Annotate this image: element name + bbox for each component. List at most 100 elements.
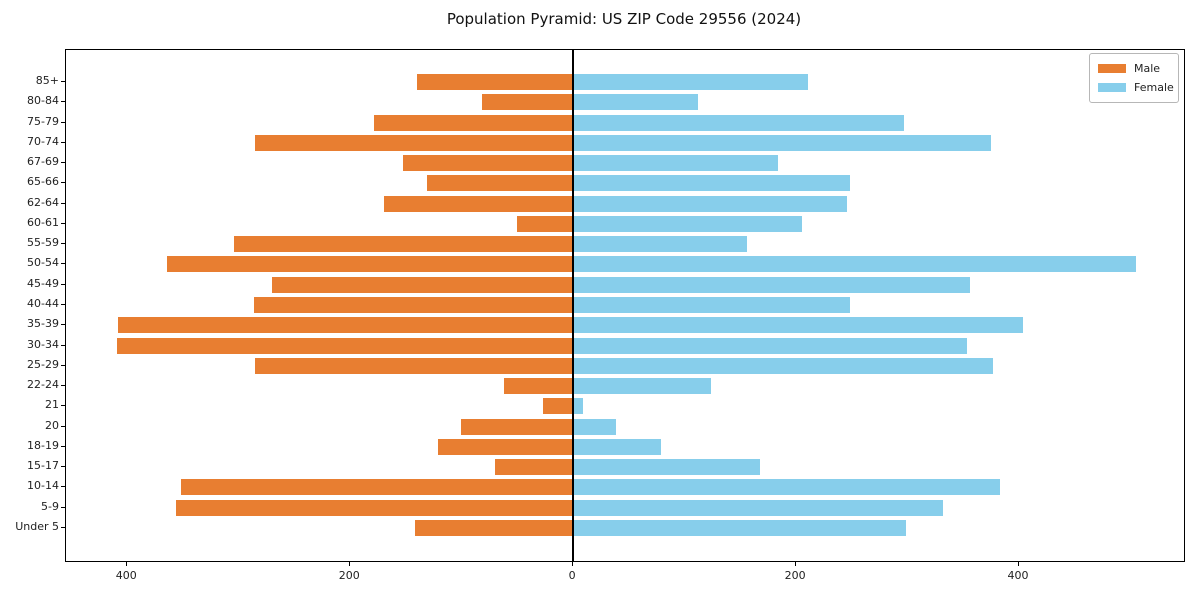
x-tick-label-0: 0 [568, 569, 576, 582]
female-bar-65-66 [573, 175, 850, 192]
y-tick-mark [61, 506, 65, 508]
male-bar-25-29 [255, 357, 574, 374]
y-tick-mark [61, 385, 65, 387]
x-tick-mark [572, 562, 574, 566]
plot-area [65, 49, 1185, 562]
female-bar-55-59 [573, 236, 748, 253]
male-bar-30-34 [117, 337, 574, 354]
legend-label-male: Male [1134, 62, 1161, 75]
y-tick-mark [61, 324, 65, 326]
y-tick-mark [61, 445, 65, 447]
male-bar-85+ [417, 74, 574, 90]
y-tick-mark [61, 222, 65, 224]
y-tick-label-70-74: 70-74 [27, 134, 59, 148]
y-tick-label-15-17: 15-17 [27, 459, 59, 473]
male-swatch-icon [1098, 64, 1126, 73]
male-bar-20 [460, 418, 574, 435]
male-bar-70-74 [255, 134, 574, 151]
y-tick-mark [61, 364, 65, 366]
y-tick-label-80-84: 80-84 [27, 94, 59, 108]
male-bar-35-39 [118, 317, 574, 334]
y-tick-label-75-79: 75-79 [27, 114, 59, 128]
x-tick-mark [795, 562, 797, 566]
y-tick-label-55-59: 55-59 [27, 236, 59, 250]
female-bar-20 [573, 418, 616, 435]
y-tick-label-60-61: 60-61 [27, 215, 59, 229]
female-bar-25-29 [573, 357, 994, 374]
female-bar-22-24 [573, 378, 712, 395]
y-tick-mark [61, 283, 65, 285]
y-tick-label-40-44: 40-44 [27, 297, 59, 310]
female-bar-85+ [573, 74, 809, 90]
female-bar-21 [573, 398, 584, 415]
y-tick-mark [61, 425, 65, 427]
y-tick-label-10-14: 10-14 [27, 479, 59, 493]
y-tick-label-18-19: 18-19 [27, 438, 59, 452]
male-bar-5-9 [176, 499, 574, 516]
y-tick-label-35-39: 35-39 [27, 317, 59, 331]
male-bar-60-61 [517, 215, 574, 232]
y-tick-mark [61, 121, 65, 123]
legend: Male Female [1089, 53, 1179, 103]
y-tick-mark [61, 263, 65, 265]
female-bar-15-17 [573, 459, 761, 476]
x-tick-label-400: 400 [1007, 569, 1029, 582]
x-tick-mark [126, 562, 128, 566]
x-tick-mark [349, 562, 351, 566]
y-tick-mark [61, 527, 65, 528]
male-bar-15-17 [495, 459, 574, 476]
male-bar-55-59 [234, 236, 574, 253]
male-bar-80-84 [481, 94, 574, 111]
male-bar-22-24 [504, 378, 574, 395]
y-tick-mark [61, 101, 65, 103]
male-bar-50-54 [167, 256, 574, 273]
y-tick-label-62-64: 62-64 [27, 195, 59, 209]
y-tick-label-50-54: 50-54 [27, 256, 59, 270]
male-bar-40-44 [254, 297, 574, 313]
male-bar-67-69 [402, 155, 574, 172]
legend-item-female: Female [1098, 81, 1178, 94]
y-tick-mark [61, 202, 65, 204]
legend-label-female: Female [1134, 81, 1174, 94]
female-bar-45-49 [573, 276, 970, 293]
female-bar-40-44 [573, 297, 850, 313]
y-tick-label-30-34: 30-34 [27, 337, 59, 351]
female-bar-30-34 [573, 337, 967, 354]
male-bar-45-49 [272, 276, 574, 293]
female-bar-35-39 [573, 317, 1024, 334]
female-bar-62-64 [573, 195, 848, 212]
y-tick-mark [61, 344, 65, 346]
y-tick-mark [61, 405, 65, 407]
x-tick-mark [1018, 562, 1020, 566]
y-tick-label-65-66: 65-66 [27, 175, 59, 189]
y-tick-label-5-9: 5-9 [41, 499, 59, 513]
y-tick-mark [61, 486, 65, 488]
y-tick-label-67-69: 67-69 [27, 155, 59, 169]
male-bar-18-19 [438, 438, 574, 455]
y-tick-mark [61, 141, 65, 143]
female-bar-67-69 [573, 155, 779, 172]
female-bar-50-54 [573, 256, 1137, 273]
x-tick-label-200: 200 [338, 569, 360, 582]
male-bar-under-5 [414, 520, 574, 536]
y-tick-mark [61, 243, 65, 245]
y-tick-label-21: 21 [45, 398, 59, 412]
female-bar-60-61 [573, 215, 802, 232]
legend-item-male: Male [1098, 62, 1178, 75]
female-bar-75-79 [573, 114, 905, 131]
female-bar-80-84 [573, 94, 698, 111]
zero-axis-line [572, 50, 574, 561]
chart-title: Population Pyramid: US ZIP Code 29556 (2… [446, 10, 802, 28]
male-bar-21 [543, 398, 574, 415]
y-tick-mark [61, 182, 65, 184]
x-tick-label-200: 200 [784, 569, 806, 582]
y-tick-label-20: 20 [45, 418, 59, 432]
y-tick-label-25-29: 25-29 [27, 357, 59, 371]
female-swatch-icon [1098, 83, 1126, 92]
x-tick-label-400: 400 [115, 569, 137, 582]
female-bar-18-19 [573, 438, 662, 455]
y-tick-mark [61, 81, 65, 82]
y-tick-mark [61, 466, 65, 468]
y-tick-label-85+: 85+ [35, 74, 59, 87]
